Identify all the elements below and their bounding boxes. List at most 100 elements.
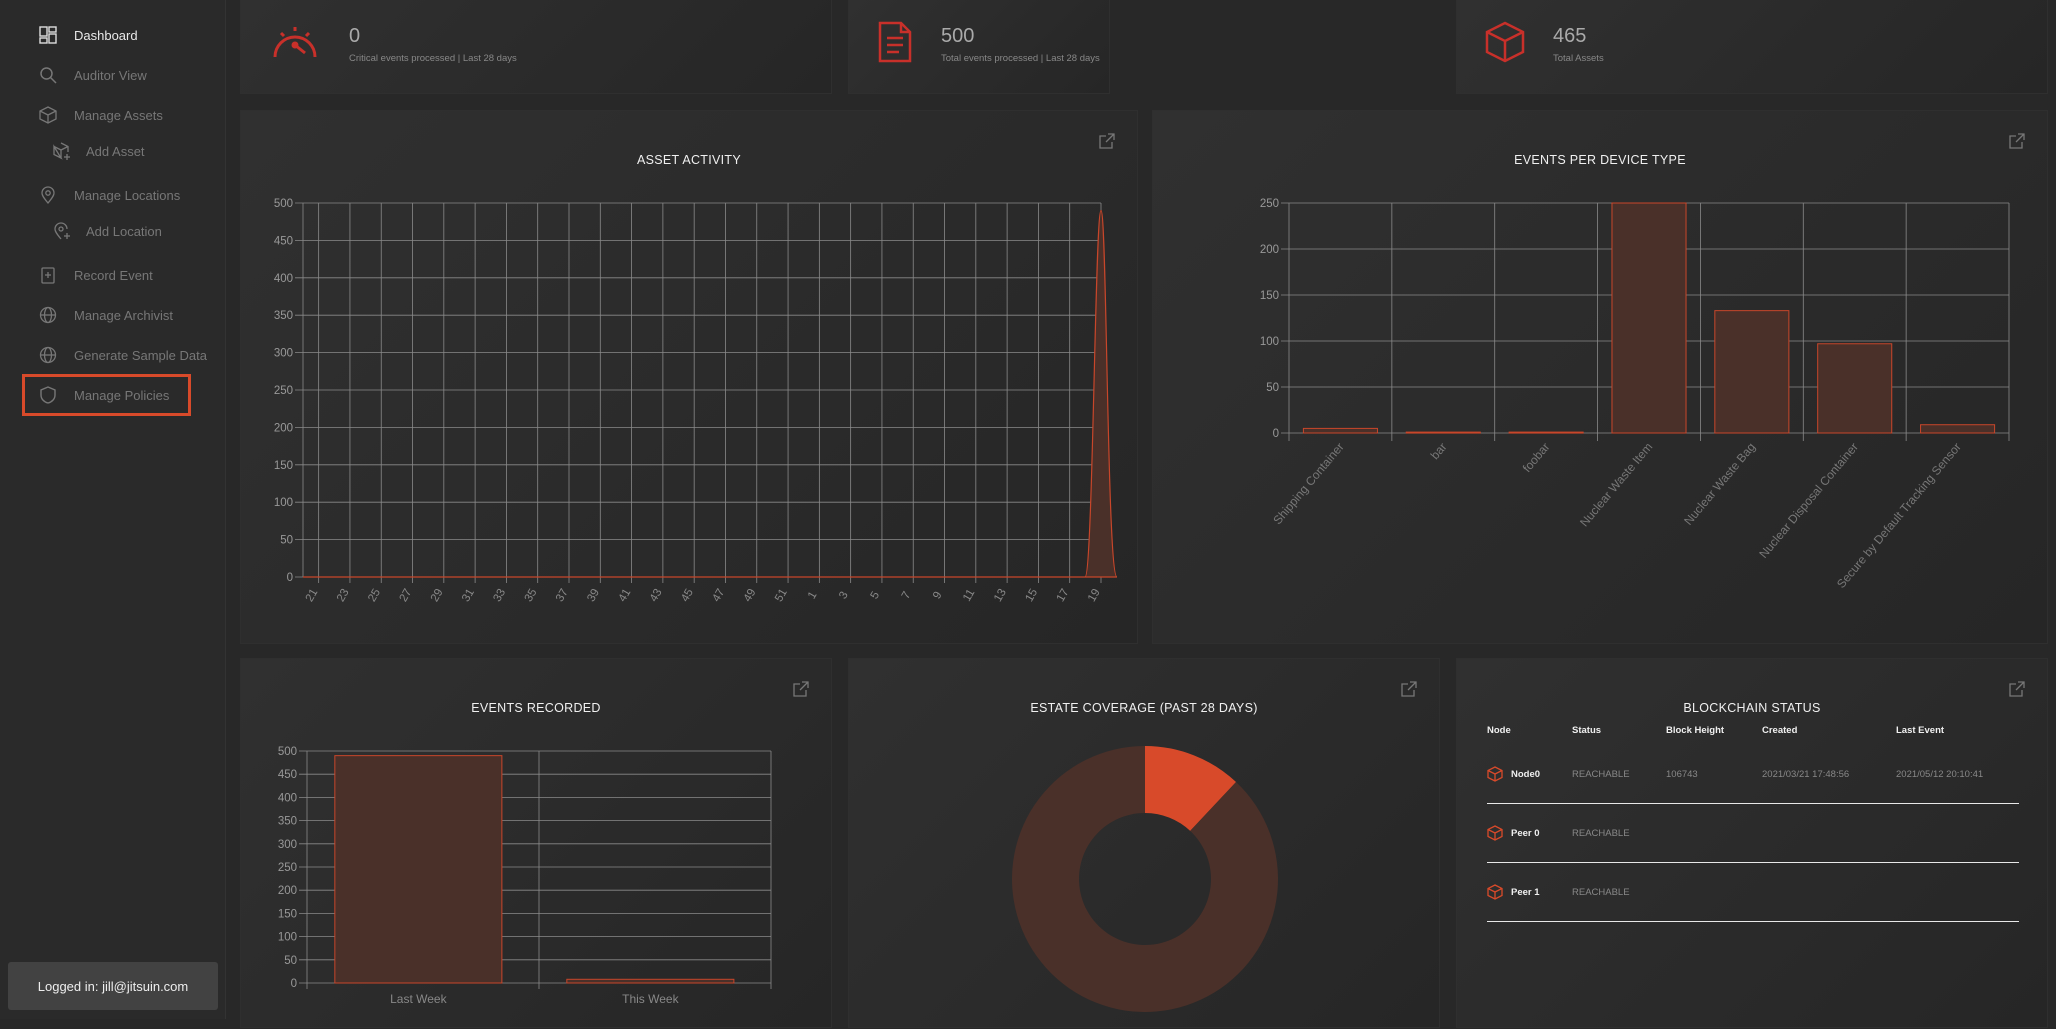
bar <box>334 755 503 984</box>
external-link-icon[interactable] <box>793 681 809 697</box>
sidebar-item-label: Generate Sample Data <box>74 347 207 363</box>
y-tick-label: 100 <box>278 932 297 944</box>
sidebar-item-dashboard[interactable]: Dashboard <box>38 20 138 50</box>
blockchain-status-title: BLOCKCHAIN STATUS <box>1683 701 1821 715</box>
bar <box>1611 202 1687 434</box>
events-per-device-chart: 0 50 100 150 200 250 Shipping Container bar foob… <box>1260 198 2010 591</box>
sidebar-item-auditor-view[interactable]: Auditor View <box>38 60 147 90</box>
x-tick-label: Last Week <box>390 992 447 1006</box>
node-cube-icon <box>1487 766 1503 782</box>
external-link-icon[interactable] <box>1099 133 1115 149</box>
y-tick-label: 450 <box>274 235 293 247</box>
sidebar-item-add-asset[interactable]: Add Asset <box>52 136 145 166</box>
critical-events-count: 0 <box>349 25 361 47</box>
y-tick-label: 150 <box>274 460 293 472</box>
y-tick-label: 50 <box>284 955 297 967</box>
node-name: Node0 <box>1511 768 1541 780</box>
external-link-icon[interactable] <box>2009 133 2025 149</box>
asset-activity-chart: 0 50 100 150 200 250 300 350 400 450 500 21 23 25 27 29… <box>274 198 1118 604</box>
y-tick-label: 250 <box>274 385 293 397</box>
table-row[interactable]: Peer 0 REACHABLE <box>1487 804 2019 863</box>
total-events-label: Total events processed | Last 28 days <box>941 53 1100 64</box>
x-tick-label: 19 <box>1086 587 1103 604</box>
sidebar-item-label: Manage Policies <box>74 387 170 403</box>
x-tick-label: Nuclear Waste Item <box>1577 440 1655 529</box>
sidebar-item-label: Manage Locations <box>74 187 181 203</box>
blockchain-table: Node Status Block Height Created Last Ev… <box>1487 725 2019 922</box>
sidebar: Dashboard Auditor View Manage Assets Add… <box>0 0 226 1019</box>
sidebar-item-label: Add Asset <box>86 143 145 159</box>
activity-area <box>303 209 1118 578</box>
node-cube-icon <box>1487 825 1503 841</box>
x-tick-label: 37 <box>554 587 571 604</box>
y-tick-label: 400 <box>278 792 297 804</box>
x-tick-label: This Week <box>622 992 679 1006</box>
table-header: Node Status Block Height Created Last Ev… <box>1487 725 2019 745</box>
external-link-icon[interactable] <box>1401 681 1417 697</box>
y-tick-label: 250 <box>1260 198 1279 210</box>
x-tick-label: 15 <box>1023 587 1040 604</box>
estate-coverage-title: ESTATE COVERAGE (PAST 28 DAYS) <box>1030 701 1258 715</box>
node-cube-icon <box>1487 884 1503 900</box>
y-tick-label: 150 <box>1260 290 1279 302</box>
x-tick-label: 11 <box>961 587 977 603</box>
blockchain-status-card: BLOCKCHAIN STATUS Node Status Block Heig… <box>1456 658 2048 1028</box>
y-tick-label: 0 <box>287 572 293 584</box>
x-tick-label: 13 <box>992 587 1009 604</box>
x-tick-label: 49 <box>742 587 759 604</box>
globe-icon <box>38 305 58 325</box>
donut-slice <box>1145 746 1237 831</box>
events-recorded-chart: 0 50 100 150 200 250 300 350 400 450 500 Last Week T… <box>278 746 772 1006</box>
x-tick-label: 9 <box>931 590 945 602</box>
external-link-icon[interactable] <box>2009 681 2025 697</box>
x-tick-label: Nuclear Disposal Container <box>1756 440 1861 561</box>
table-row[interactable]: Peer 1 REACHABLE <box>1487 863 2019 922</box>
sidebar-item-manage-locations[interactable]: Manage Locations <box>38 180 180 210</box>
selection-highlight <box>22 374 191 416</box>
node-name: Peer 1 <box>1511 886 1540 898</box>
events-per-device-card: EVENTS PER DEVICE TYPE 0 50 100 150 200 250 Sh… <box>1152 110 2048 644</box>
sidebar-item-manage-policies[interactable]: Manage Policies <box>38 380 169 410</box>
x-tick-label: 1 <box>806 590 820 602</box>
sidebar-item-record-event[interactable]: Record Event <box>38 260 153 290</box>
y-tick-label: 200 <box>274 422 293 434</box>
y-tick-label: 350 <box>278 816 297 828</box>
sidebar-item-label: Add Location <box>86 223 162 239</box>
y-tick-label: 100 <box>274 497 293 509</box>
y-tick-label: 400 <box>274 273 293 285</box>
y-tick-label: 100 <box>1260 336 1279 348</box>
globe-icon <box>38 345 58 365</box>
donut-slice <box>1012 746 1278 1012</box>
total-assets-label: Total Assets <box>1553 53 1604 64</box>
asset-activity-card: ASSET ACTIVITY 0 50 100 150 200 250 300 350 400 4… <box>240 110 1138 644</box>
add-location-icon <box>52 221 72 241</box>
sidebar-item-label: Auditor View <box>74 67 147 83</box>
stat-card-total-assets: 465 Total Assets <box>1456 0 2048 94</box>
x-tick-label: 7 <box>900 590 914 602</box>
table-row[interactable]: Node0 REACHABLE 106743 2021/03/21 17:48:… <box>1487 745 2019 804</box>
x-tick-label: 41 <box>617 587 634 604</box>
logged-in-badge: Logged in: jill@jitsuin.com <box>8 962 218 1010</box>
node-name: Peer 0 <box>1511 827 1540 839</box>
bar <box>1817 343 1893 434</box>
x-tick-label: 47 <box>710 587 727 604</box>
x-tick-label: foobar <box>1520 440 1553 475</box>
stat-card-critical: 0 Critical events processed | Last 28 da… <box>240 0 832 94</box>
events-per-device-title: EVENTS PER DEVICE TYPE <box>1514 153 1686 167</box>
x-tick-label: Nuclear Waste Bag <box>1681 440 1758 528</box>
events-recorded-title: EVENTS RECORDED <box>471 701 601 715</box>
sidebar-item-generate-sample-data[interactable]: Generate Sample Data <box>38 340 207 370</box>
col-last-event: Last Event <box>1896 725 1945 736</box>
sidebar-item-add-location[interactable]: Add Location <box>52 216 162 246</box>
x-tick-label: 51 <box>773 587 790 604</box>
sidebar-item-manage-assets[interactable]: Manage Assets <box>38 100 163 130</box>
record-icon <box>38 265 58 285</box>
node-status: REACHABLE <box>1572 768 1630 780</box>
total-events-count: 500 <box>941 25 975 47</box>
col-node: Node <box>1487 725 1511 736</box>
sidebar-item-manage-archivist[interactable]: Manage Archivist <box>38 300 173 330</box>
bar <box>1302 427 1378 434</box>
x-tick-label: 39 <box>585 587 602 604</box>
x-tick-label: 45 <box>679 587 696 604</box>
col-status: Status <box>1572 725 1602 736</box>
